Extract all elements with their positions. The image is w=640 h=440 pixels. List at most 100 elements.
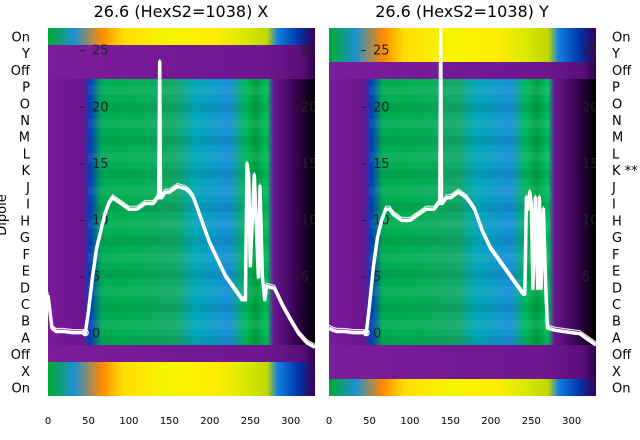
left-overlay-tick-label: 25 (92, 44, 109, 59)
right-row-stripe (369, 286, 551, 296)
right-x-tick-label: 50 (363, 416, 376, 427)
right-row-label: Off (612, 348, 632, 363)
left-row-stripe (88, 286, 270, 296)
right-x-axis: 0 50 100 150 200 250 300 (326, 416, 581, 427)
right-row-stripe (369, 236, 551, 246)
right-row-stripe (369, 303, 551, 313)
right-overlay-tick-label-right: 15 (582, 157, 599, 172)
right-row-stripe (369, 252, 551, 263)
right-row-label: On (612, 30, 630, 45)
left-row-stripe (88, 186, 270, 196)
left-row-label: Off (11, 348, 31, 363)
right-overlay-tick-label: 15 (373, 157, 390, 172)
right-row-label: On (612, 382, 630, 397)
right-overlay-marker (362, 329, 370, 337)
left-row-label: Off (11, 64, 31, 79)
left-bottom-band (48, 362, 315, 396)
left-row-label: X (21, 365, 30, 380)
left-off-region-top (48, 45, 315, 79)
right-overlay-tick-label-right: 20 (582, 100, 599, 115)
right-row-stripe (369, 169, 551, 179)
left-row-label: E (22, 265, 30, 280)
right-top-band (329, 28, 596, 62)
right-row-label: K ** (612, 164, 638, 179)
right-bottom-band (329, 379, 596, 396)
right-x-tick-label: 150 (441, 416, 460, 427)
left-overlay-curve-trace (48, 58, 315, 345)
right-overlay-tick-label: 0 (373, 327, 381, 342)
left-row-stripes (88, 85, 270, 346)
left-x-tick-label: 200 (200, 416, 219, 427)
right-row-stripe (369, 336, 551, 346)
left-row-stripe (88, 85, 270, 95)
right-row-label: D (612, 281, 622, 296)
left-row-label: P (22, 81, 30, 96)
left-row-stripe (88, 119, 270, 129)
right-x-tick-label: 200 (481, 416, 500, 427)
right-row-label: B (612, 315, 621, 330)
left-row-stripe (88, 102, 270, 112)
right-row-label: N (612, 114, 622, 129)
right-row-stripe (369, 219, 551, 229)
right-row-label: P (612, 81, 620, 96)
right-row-label: O (612, 97, 622, 112)
left-row-stripe (88, 236, 270, 246)
left-row-stripe (88, 152, 270, 162)
right-row-label: Y (611, 47, 620, 62)
left-row-stripe (88, 135, 270, 146)
left-overlay-tick-label: 5 (92, 270, 100, 285)
left-overlay-tick-label-right: 25 (301, 44, 318, 59)
left-row-label: F (23, 248, 30, 263)
right-overlay-tick-label: 20 (373, 100, 390, 115)
right-overlay-tick-label-right: 25 (582, 44, 599, 59)
left-row-label: O (20, 97, 30, 112)
right-overlay-tick-label: 25 (373, 44, 390, 59)
right-row-stripe (369, 85, 551, 95)
right-row-stripe (369, 119, 551, 129)
left-x-axis: 0 50 100 150 200 250 300 (45, 416, 300, 427)
left-overlay-marker (81, 329, 89, 337)
left-row-label: L (23, 147, 31, 162)
left-off-region-bottom (48, 345, 315, 362)
left-top-band (48, 28, 315, 45)
left-row-stripe (88, 319, 270, 330)
right-overlay-curve-trace (329, 28, 596, 343)
right-row-stripe (369, 135, 551, 146)
left-row-stripe (88, 169, 270, 179)
left-overlay-tick-label-right: 15 (301, 157, 318, 172)
left-overlay-tick-label-right: 5 (301, 270, 309, 285)
right-row-label: H (612, 214, 622, 229)
left-row-label: A (21, 331, 30, 346)
left-row-label: G (20, 231, 30, 246)
right-x-tick-label: 0 (326, 416, 332, 427)
left-row-label: Y (21, 47, 30, 62)
left-x-tick-label: 0 (45, 416, 51, 427)
right-overlay-tick-label-right: 10 (582, 213, 599, 228)
left-x-tick-label: 250 (241, 416, 260, 427)
left-overlay-tick-label-right: 10 (301, 213, 318, 228)
right-off-region-bottom (329, 345, 596, 379)
right-panel-title: 26.6 (HexS2=1038) Y (375, 2, 549, 21)
left-row-stripe (88, 269, 270, 279)
left-row-label: J (25, 181, 30, 196)
left-x-tick-label: 100 (119, 416, 138, 427)
right-row-stripe (369, 269, 551, 279)
left-y-axis-label: Dipole (0, 194, 10, 235)
left-row-stripe (88, 252, 270, 263)
left-row-stripe (88, 303, 270, 313)
right-off-region-top (329, 62, 596, 79)
left-row-label: M (19, 131, 30, 146)
right-overlay-tick-label: 5 (373, 270, 381, 285)
right-row-label: A (612, 331, 621, 346)
left-row-label: On (12, 382, 30, 397)
left-row-label: K (21, 164, 30, 179)
right-row-label: J (611, 181, 616, 196)
left-row-label: B (21, 315, 30, 330)
right-overlay-tick-label-right: 5 (582, 270, 590, 285)
left-overlay-tick-label: 0 (92, 327, 100, 342)
left-row-label: I (26, 198, 30, 213)
